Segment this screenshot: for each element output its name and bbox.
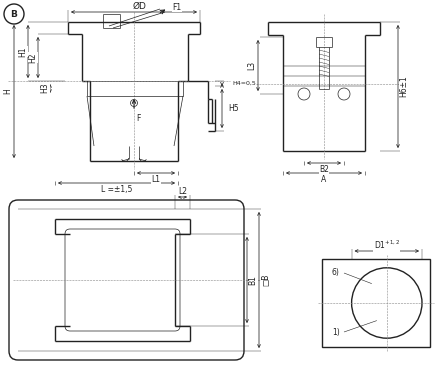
Text: H6±1: H6±1 xyxy=(399,76,409,97)
Text: H3: H3 xyxy=(41,83,50,93)
Text: D1$^{+1,2}$: D1$^{+1,2}$ xyxy=(374,239,400,251)
Text: □B: □B xyxy=(262,274,270,286)
Text: H4=0,5: H4=0,5 xyxy=(232,80,256,86)
Text: H5: H5 xyxy=(228,104,238,113)
Text: L2: L2 xyxy=(178,186,187,196)
Text: H: H xyxy=(3,89,13,94)
Text: B2: B2 xyxy=(319,165,329,173)
Text: F1: F1 xyxy=(172,3,181,11)
Text: B: B xyxy=(10,10,17,18)
Text: 6): 6) xyxy=(332,269,340,277)
Text: L =±1,5: L =±1,5 xyxy=(101,184,132,193)
Text: F: F xyxy=(136,114,140,123)
Text: L3: L3 xyxy=(248,61,256,70)
Text: B1: B1 xyxy=(249,275,258,285)
Bar xyxy=(322,259,430,347)
Text: H1: H1 xyxy=(18,46,27,57)
Text: A: A xyxy=(321,175,327,183)
Text: ØD: ØD xyxy=(132,1,146,10)
Text: L1: L1 xyxy=(151,175,160,183)
Text: 1): 1) xyxy=(332,328,340,337)
Text: H2: H2 xyxy=(28,52,37,63)
